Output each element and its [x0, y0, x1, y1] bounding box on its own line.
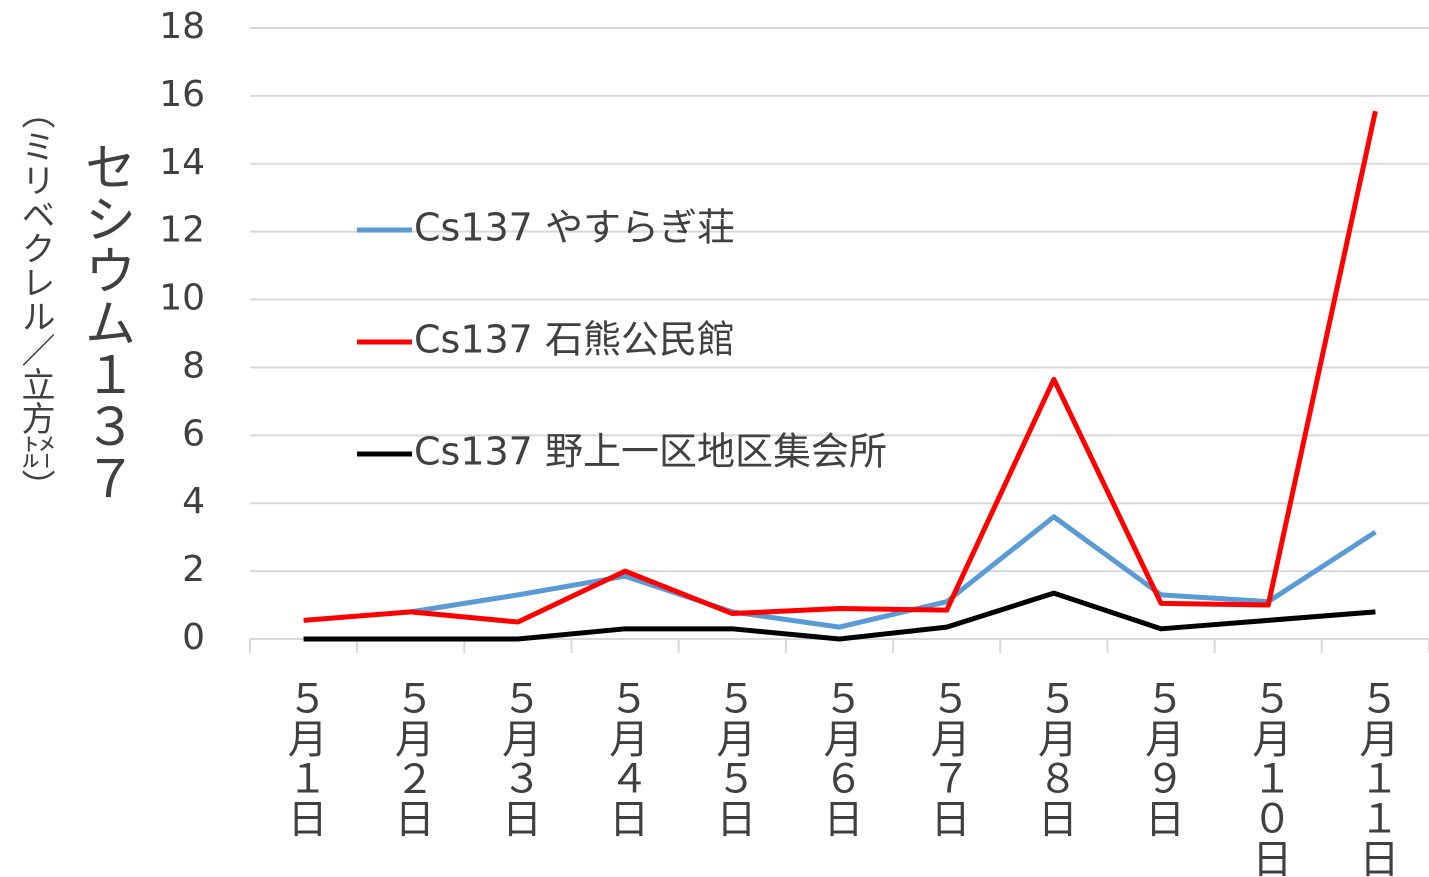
y-tick-label: 4 [182, 481, 205, 522]
x-tick-label: ５月２日 [388, 678, 434, 838]
y-axis-unit: （ミリベクレル／立方㍍） [15, 95, 55, 503]
x-tick-label: ５月６日 [817, 678, 863, 838]
x-tick-label: ５月７日 [924, 678, 970, 838]
x-tick-label: ５月３日 [495, 678, 541, 838]
y-tick-label: 18 [159, 6, 205, 47]
y-tick-label: 2 [182, 549, 205, 590]
x-tick-label: ５月４日 [602, 678, 648, 838]
x-tick-label: ５月８日 [1031, 678, 1077, 838]
x-tick-label: ５月１日 [281, 678, 327, 838]
series-line [303, 590, 1376, 642]
y-tick-label: 8 [182, 345, 205, 386]
x-tick-label: ５月５日 [709, 678, 755, 838]
y-tick-label: 12 [159, 210, 205, 251]
x-tick-label: ５月９日 [1138, 678, 1184, 838]
y-tick-label: 0 [182, 617, 205, 658]
y-axis-title: セシウム１３７ [75, 140, 135, 504]
legend-label: Cs137 やすらぎ荘 [414, 206, 735, 250]
legend-label: Cs137 野上一区地区集会所 [414, 430, 887, 474]
series-line [303, 110, 1378, 625]
y-tick-label: 6 [182, 413, 205, 454]
y-tick-label: 10 [159, 278, 205, 319]
x-tick-label: ５月１０日 [1245, 678, 1291, 877]
y-tick-label: 14 [159, 142, 205, 183]
legend-label: Cs137 石熊公民館 [414, 318, 735, 362]
y-tick-label: 16 [159, 74, 205, 115]
series-line [410, 514, 1377, 630]
x-tick-label: ５月１１日 [1352, 678, 1398, 877]
